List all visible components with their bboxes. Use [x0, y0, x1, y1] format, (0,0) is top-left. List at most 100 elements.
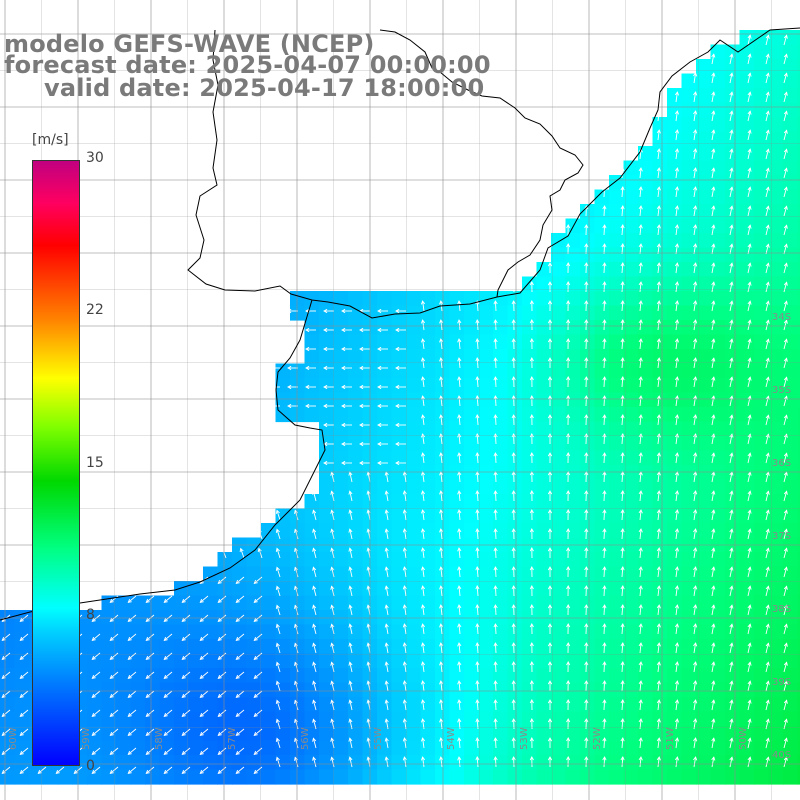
lat-label: 35S — [772, 385, 792, 396]
wind-arrow — [457, 490, 462, 502]
wind-arrow — [711, 547, 716, 559]
wind-arrow — [312, 661, 317, 673]
wind-arrow — [475, 338, 480, 350]
wind-arrow — [377, 308, 388, 314]
wind-arrow — [439, 737, 444, 749]
wind-arrow — [420, 338, 426, 350]
wind-arrow — [547, 452, 553, 463]
wind-arrow — [747, 262, 752, 274]
wind-arrow — [783, 72, 788, 84]
wind-arrow — [711, 395, 716, 407]
lon-label: 57W — [227, 727, 238, 750]
wind-arrow — [674, 585, 680, 597]
wind-arrow — [783, 53, 788, 65]
wind-arrow — [305, 365, 316, 371]
wind-arrow — [602, 547, 607, 559]
wind-arrow — [395, 327, 406, 333]
wind-arrow — [747, 338, 752, 350]
wind-arrow — [783, 357, 788, 369]
wind-arrow — [420, 509, 426, 521]
wind-arrow — [747, 224, 752, 236]
wind-arrow — [330, 756, 335, 768]
wind-arrow — [163, 671, 173, 680]
wind-arrow — [711, 262, 716, 274]
wind-arrow — [765, 395, 770, 407]
wind-arrow — [529, 547, 534, 559]
wind-arrow — [765, 604, 770, 616]
wind-arrow — [275, 661, 281, 673]
wind-arrow — [747, 110, 752, 122]
wind-arrow — [765, 148, 770, 160]
wind-arrow — [602, 376, 607, 388]
wind-arrow — [693, 528, 698, 540]
wind-arrow — [638, 661, 643, 673]
wind-arrow — [217, 728, 227, 737]
wind-arrow — [566, 319, 571, 331]
wind-arrow — [348, 642, 353, 654]
wind-arrow — [693, 262, 698, 274]
lon-label: 55W — [373, 727, 384, 750]
wind-arrow — [620, 737, 625, 749]
wind-arrow — [420, 357, 426, 369]
wind-arrow — [747, 186, 752, 198]
wind-arrow — [656, 566, 661, 578]
wind-arrow — [602, 433, 607, 445]
wind-arrow — [457, 566, 462, 578]
wind-arrow — [584, 509, 589, 521]
wind-arrow — [783, 281, 788, 293]
wind-arrow — [402, 566, 407, 578]
wind-arrow — [693, 357, 698, 369]
wind-arrow — [348, 585, 353, 597]
wind-arrow — [566, 509, 571, 521]
wind-arrow — [493, 756, 498, 768]
wind-arrow — [566, 547, 571, 559]
wind-arrow — [287, 308, 298, 314]
wind-arrow — [359, 327, 370, 333]
wind-arrow — [199, 709, 209, 718]
wind-arrow — [109, 747, 119, 756]
wind-arrow — [711, 452, 716, 464]
wind-arrow — [91, 766, 101, 775]
wind-arrow — [163, 728, 173, 737]
wind-arrow — [656, 262, 661, 274]
wind-arrow — [547, 319, 553, 330]
wind-arrow — [693, 167, 698, 179]
lon-label: 50W — [738, 727, 749, 750]
wind-arrow — [475, 642, 480, 654]
wind-arrow — [287, 365, 298, 371]
wind-arrow — [783, 414, 788, 426]
wind-arrow — [529, 604, 534, 616]
wind-arrow — [783, 433, 788, 445]
wind-arrow — [235, 766, 245, 775]
wind-arrow — [693, 72, 698, 84]
wind-arrow — [395, 346, 406, 352]
wind-arrow — [439, 756, 444, 768]
wind-arrow — [275, 566, 281, 578]
wind-arrow — [493, 585, 498, 597]
wind-arrow — [529, 661, 534, 673]
wind-arrow — [638, 528, 643, 540]
wind-arrow — [747, 281, 752, 293]
wind-arrow — [747, 319, 752, 331]
wind-arrow — [783, 528, 788, 540]
wind-arrow — [330, 642, 335, 654]
wind-arrow — [199, 747, 209, 756]
wind-arrow — [341, 384, 352, 390]
wind-arrow — [257, 528, 263, 540]
wind-arrow — [493, 566, 498, 578]
wind-arrow — [566, 604, 571, 616]
wind-arrow — [323, 460, 334, 466]
wind-arrow — [674, 262, 680, 274]
wind-arrow — [529, 699, 534, 711]
wind-arrow — [765, 281, 770, 293]
wind-arrow — [395, 308, 406, 314]
wind-arrow — [747, 661, 752, 673]
wind-arrow — [711, 642, 716, 654]
wind-arrow — [457, 433, 462, 445]
wind-arrow — [783, 661, 788, 673]
wind-arrow — [305, 384, 316, 390]
wind-arrow — [91, 709, 101, 718]
wind-arrow — [257, 547, 263, 559]
wind-arrow — [330, 604, 335, 616]
wind-arrow — [747, 756, 752, 768]
